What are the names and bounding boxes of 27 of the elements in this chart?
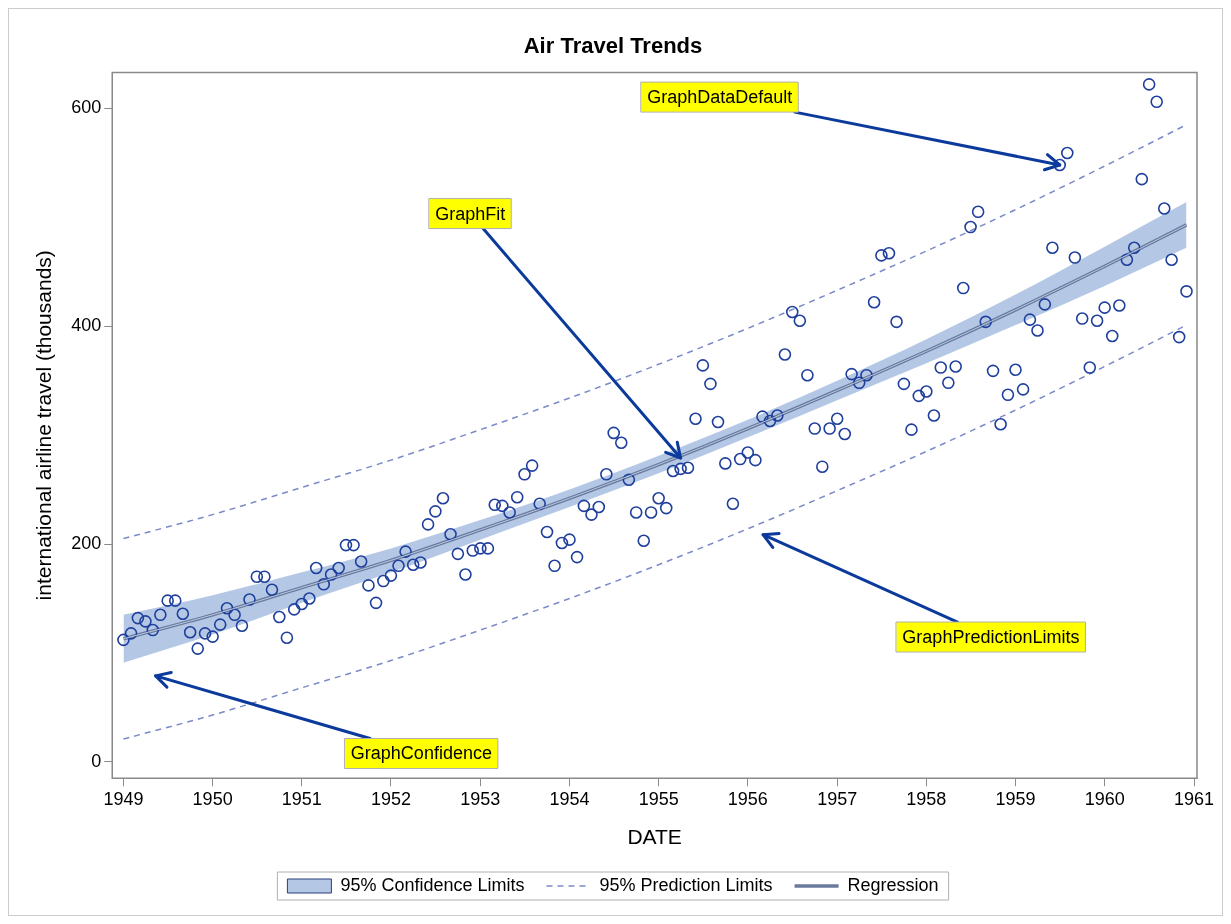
x-tick-label: 1954: [549, 788, 590, 809]
annotation: GraphConfidence: [350, 743, 492, 764]
chart-title: Air Travel Trends: [523, 33, 703, 59]
x-tick-label: 1955: [638, 788, 679, 809]
legend-label: Regression: [847, 874, 939, 895]
legend-label: 95% Confidence Limits: [340, 874, 525, 895]
y-tick-label: 600: [71, 97, 102, 118]
x-tick-label: 1960: [1084, 788, 1125, 809]
x-tick-label: 1949: [103, 788, 144, 809]
x-tick-label: 1958: [906, 788, 947, 809]
x-tick-label: 1957: [817, 788, 858, 809]
y-axis-title: international airline travel (thousands): [32, 250, 56, 601]
x-tick-label: 1950: [192, 788, 233, 809]
legend-label: 95% Prediction Limits: [599, 874, 773, 895]
annotation: GraphDataDefault: [647, 87, 793, 108]
annotation: GraphPredictionLimits: [902, 627, 1080, 648]
y-tick-label: 0: [91, 750, 102, 771]
x-tick-label: 1956: [727, 788, 768, 809]
y-tick-label: 200: [71, 532, 102, 553]
y-tick-label: 400: [71, 315, 102, 336]
x-tick-label: 1953: [460, 788, 501, 809]
annotation: GraphFit: [435, 203, 506, 224]
x-tick-label: 1961: [1174, 788, 1215, 809]
x-tick-label: 1959: [995, 788, 1036, 809]
x-tick-label: 1952: [370, 788, 411, 809]
x-tick-label: 1951: [281, 788, 322, 809]
x-axis-title: DATE: [627, 825, 682, 849]
